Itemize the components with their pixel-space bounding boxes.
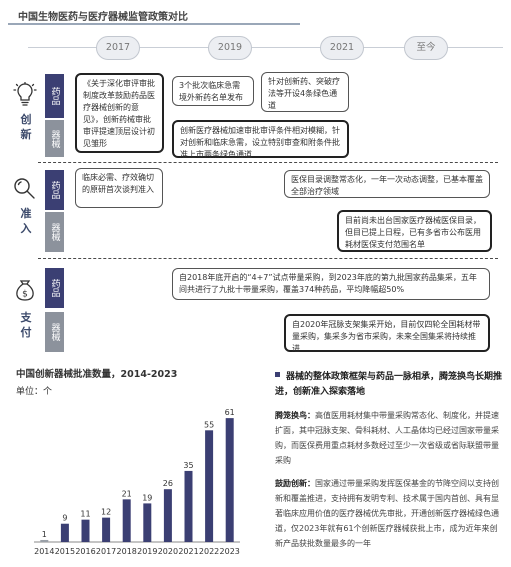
summary-paragraph-replacement: 腾笼换鸟：高值医用耗材集中带量采购常态化、制度化，并提速扩面，其中冠脉支架、骨科… xyxy=(275,411,499,465)
category-drug-access: 药品 xyxy=(45,170,64,210)
svg-text:$: $ xyxy=(22,290,28,300)
data-label-2016: 11 xyxy=(80,510,90,519)
bar-2018 xyxy=(122,499,131,542)
innovative-device-approvals-chart: 1 2014 9 2015 11 2016 12 2017 21 2018 19 2019 26 2020… xyxy=(34,408,240,556)
timeline-year-2021: 2021 xyxy=(320,36,364,60)
square-bullet-icon xyxy=(275,372,280,377)
policy-box-first-negotiation: 临床必需、疗效确切的原研首次谈判准入 xyxy=(75,168,163,208)
category-device-payment: 器械 xyxy=(45,312,64,352)
summary-heading: 器械的整体政策框架与药品一脉相承，腾笼换鸟长期推进，创新准入探索落地 xyxy=(275,372,503,397)
policy-box-drug-volume-procurement: 自2018年底开启的“4+7”试点带量采购，到2023年底的第九批国家药品集采，… xyxy=(172,268,490,300)
tick-label-2014: 2014 xyxy=(34,547,54,556)
category-drug-payment: 药品 xyxy=(45,268,64,308)
data-label-2019: 19 xyxy=(142,493,152,502)
bar-2019 xyxy=(143,503,152,542)
tick-label-2022: 2022 xyxy=(199,547,219,556)
section-label-innovation: 创新 xyxy=(20,113,32,141)
data-label-2020: 26 xyxy=(163,479,173,488)
category-drug-innovation: 药品 xyxy=(45,74,64,118)
data-label-2018: 21 xyxy=(122,489,132,498)
data-label-2015: 9 xyxy=(62,514,67,523)
money-bag-icon: $ xyxy=(16,280,34,301)
bar-2015 xyxy=(60,523,69,542)
lightbulb-icon xyxy=(13,82,37,106)
chart-unit-label: 单位：个 xyxy=(16,387,53,397)
bar-2017 xyxy=(102,517,111,542)
policy-box-innovation-opinions: 《关于深化审评审批制度改革鼓励药品医疗器械创新的意见》，创新药械审批审评提速顶层… xyxy=(75,73,164,153)
tick-label-2016: 2016 xyxy=(75,547,95,556)
tick-label-2018: 2018 xyxy=(117,547,137,556)
tick-label-2023: 2023 xyxy=(220,547,240,556)
title-underline xyxy=(8,23,300,25)
page-title: 中国生物医药与医疗器械监管政策对比 xyxy=(18,12,188,23)
data-label-2023: 61 xyxy=(225,408,235,417)
bar-2023 xyxy=(225,418,234,542)
policy-box-overseas-drug-list: 3个批次临床急需境外新药名单发布 xyxy=(172,76,254,106)
data-label-2021: 35 xyxy=(183,461,193,470)
tick-label-2021: 2021 xyxy=(178,547,198,556)
chart-title: 中国创新器械批准数量，2014-2023 xyxy=(16,369,178,380)
policy-box-device-green-channels: 创新医疗器械加速审批审评条件相对模糊，针对创新和临床急需，设立特别审查和附条件批… xyxy=(172,120,349,159)
category-device-innovation: 器械 xyxy=(45,120,64,157)
timeline-year-2019: 2019 xyxy=(208,36,252,60)
magnifier-icon xyxy=(14,178,35,199)
data-label-2014: 1 xyxy=(42,530,47,539)
bar-2020 xyxy=(163,489,172,542)
category-device-access: 器械 xyxy=(45,212,64,252)
timeline-year-2017: 2017 xyxy=(96,36,140,60)
policy-box-device-volume-procurement: 自2020年冠脉支架集采开始，目前仅四轮全国耗材带量采购，集采多为省市采购，未来… xyxy=(284,314,490,353)
data-label-2017: 12 xyxy=(101,508,111,517)
policy-box-insurance-catalog: 医保目录调整常态化，一年一次动态调整，已基本覆盖全部治疗领域 xyxy=(284,170,490,198)
bar-2014 xyxy=(40,539,49,542)
tick-label-2020: 2020 xyxy=(158,547,178,556)
tick-label-2019: 2019 xyxy=(137,547,157,556)
policy-box-device-insurance-catalog: 目前尚未出台国家医疗器械医保目录，但目已提上日程，已有多省市公布医用耗材医保支付… xyxy=(337,210,492,252)
bar-2016 xyxy=(81,519,90,542)
tick-label-2017: 2017 xyxy=(96,547,116,556)
bar-2022 xyxy=(205,430,214,542)
section-divider xyxy=(38,258,498,259)
section-label-payment: 支付 xyxy=(20,311,32,339)
timeline-line xyxy=(28,47,503,48)
policy-summary: 器械的整体政策框架与药品一脉相承，腾笼换鸟长期推进，创新准入探索落地 腾笼换鸟：… xyxy=(275,370,503,551)
section-divider xyxy=(38,162,498,163)
policy-box-green-channels-drug: 针对创新药、突破疗法等开设4条绿色通道 xyxy=(261,72,349,112)
data-label-2022: 55 xyxy=(204,420,214,429)
section-label-access: 准入 xyxy=(20,207,32,235)
timeline-year-present: 至今 xyxy=(404,36,448,60)
tick-label-2015: 2015 xyxy=(55,547,75,556)
bar-2021 xyxy=(184,470,193,542)
summary-paragraph-innovation: 鼓励创新：国家通过带量采购发挥医保基金的节降空间以支持创新和覆盖推进，支持拥有发… xyxy=(275,479,499,548)
